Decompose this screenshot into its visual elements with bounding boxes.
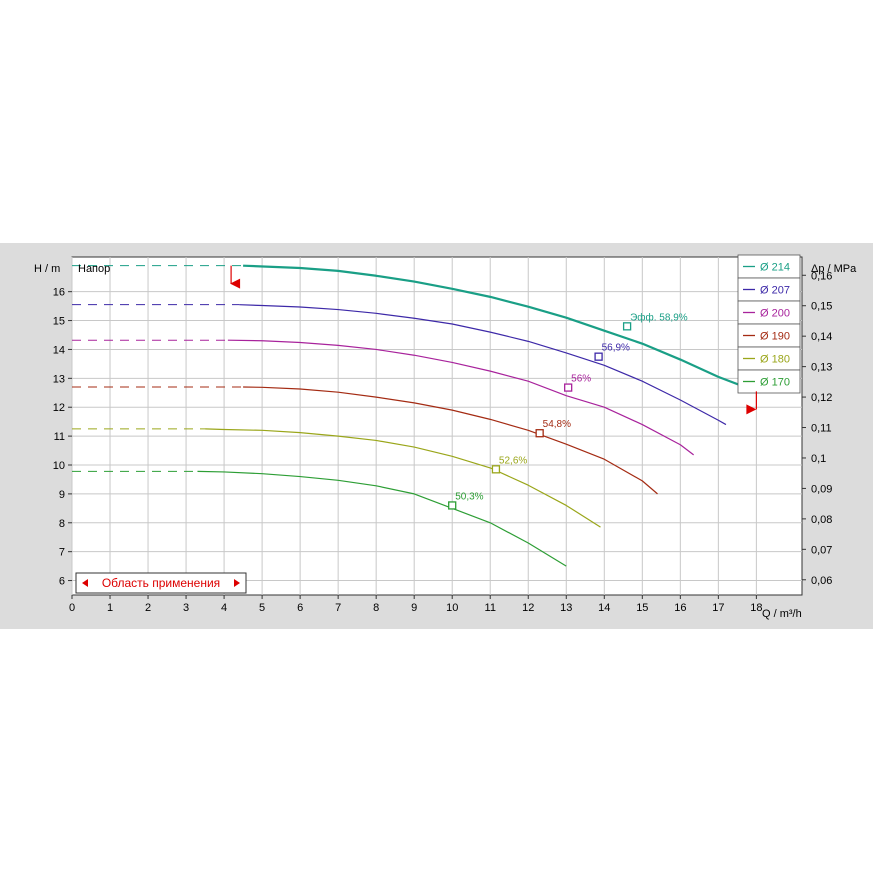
x-tick-label: 13 <box>560 602 572 614</box>
x-axis-label: Q / m³/h <box>762 608 802 620</box>
x-axis: 0 1 2 3 4 5 6 7 8 9 10 11 12 13 14 15 16 17 18 <box>69 595 763 614</box>
range-max-arrow <box>746 404 757 415</box>
application-range: Область применения <box>75 265 757 594</box>
legend-label: Ø 190 <box>760 331 790 343</box>
y-tick-label: 7 <box>59 547 65 559</box>
efficiency-markers: Эфф. 58,9% 56,9% 56% 54,8% 52,6% 50,3% <box>448 311 688 510</box>
x-tick-label: 6 <box>297 602 303 614</box>
y-tick-label: 16 <box>53 287 65 299</box>
x-tick-label: 11 <box>485 602 496 614</box>
x-tick-label: 8 <box>373 602 379 614</box>
x-tick-label: 14 <box>598 602 610 614</box>
curve-line <box>197 470 567 567</box>
legend-label: Ø 200 <box>760 308 790 320</box>
curve-line <box>227 339 695 456</box>
y2-axis: 0,06 0,07 0,08 0,09 0,1 0,11 0,12 0,13 0,14 0,15 0… <box>802 270 832 587</box>
legend-label: Ø 170 <box>760 377 790 389</box>
x-tick-label: 17 <box>712 602 724 614</box>
plot-area <box>71 256 803 596</box>
performance-curves <box>72 264 757 567</box>
efficiency-label: 56% <box>571 374 591 385</box>
y2-tick-label: 0,12 <box>811 392 832 404</box>
y2-tick-label: 0,14 <box>811 331 832 343</box>
y-tick-label: 13 <box>53 373 65 385</box>
x-tick-label: 12 <box>522 602 534 614</box>
efficiency-marker <box>594 352 603 361</box>
x-tick-label: 7 <box>335 602 341 614</box>
range-left-arrow-icon <box>82 579 88 587</box>
y-tick-label: 12 <box>53 402 65 414</box>
efficiency-marker <box>448 501 457 510</box>
legend: Ø 214 Ø 207 Ø 200 Ø 190 Ø 180 Ø 170 <box>737 254 801 394</box>
x-tick-label: 16 <box>674 602 686 614</box>
x-tick-label: 10 <box>446 602 458 614</box>
range-box <box>75 572 247 594</box>
y-tick-label: 11 <box>54 431 65 443</box>
efficiency-label: 54,8% <box>543 419 571 430</box>
efficiency-marker <box>564 383 573 392</box>
legend-entry <box>737 369 801 394</box>
x-tick-label: 9 <box>411 602 417 614</box>
y2-axis-label: Δp / MPa <box>811 263 857 275</box>
y2-tick-label: 0,09 <box>811 483 832 495</box>
legend-label: Ø 180 <box>760 354 790 366</box>
y-tick-label: 10 <box>53 460 65 472</box>
x-tick-label: 3 <box>183 602 189 614</box>
y2-tick-label: 0,16 <box>811 270 832 282</box>
x-tick-label: 15 <box>636 602 648 614</box>
y2-tick-label: 0,1 <box>811 453 826 465</box>
efficiency-label: Эфф. 58,9% <box>630 311 688 323</box>
curve-line <box>243 386 658 495</box>
y-tick-label: 9 <box>59 489 65 501</box>
curve-line <box>205 428 601 528</box>
y-tick-label: 6 <box>59 576 65 588</box>
range-label: Область применения <box>102 576 220 590</box>
efficiency-label: 52,6% <box>499 455 527 466</box>
y-axis: 6 7 8 9 10 11 12 13 14 15 16 <box>53 287 72 588</box>
x-tick-label: 1 <box>107 602 113 614</box>
y2-tick-label: 0,13 <box>811 362 832 374</box>
efficiency-marker <box>622 322 632 331</box>
curve-line <box>243 264 757 393</box>
legend-label: Ø 207 <box>760 285 790 297</box>
range-right-arrow-icon <box>234 579 240 587</box>
y2-tick-label: 0,11 <box>811 423 832 435</box>
x-tick-label: 2 <box>145 602 151 614</box>
grid-lines <box>71 257 802 595</box>
x-tick-label: 4 <box>221 602 227 614</box>
x-tick-label: 5 <box>259 602 265 614</box>
y2-tick-label: 0,07 <box>811 544 832 556</box>
x-tick-label: 0 <box>69 602 75 614</box>
legend-label: Ø 214 <box>760 262 790 274</box>
y2-tick-label: 0,06 <box>811 575 832 587</box>
efficiency-label: 56,9% <box>602 343 630 354</box>
curve-line <box>239 304 727 426</box>
y-tick-label: 14 <box>53 344 65 356</box>
efficiency-label: 50,3% <box>455 491 483 502</box>
x-tick-label: 18 <box>750 602 762 614</box>
chart-title: Напор <box>78 263 110 275</box>
y2-tick-label: 0,15 <box>811 301 832 313</box>
y-tick-label: 8 <box>59 518 65 530</box>
y-tick-label: 15 <box>53 316 65 328</box>
efficiency-marker <box>491 465 501 474</box>
y-axis-label: H / m <box>34 263 60 275</box>
range-min-arrow <box>230 278 241 289</box>
efficiency-marker <box>535 429 544 438</box>
y2-tick-label: 0,08 <box>811 514 832 526</box>
